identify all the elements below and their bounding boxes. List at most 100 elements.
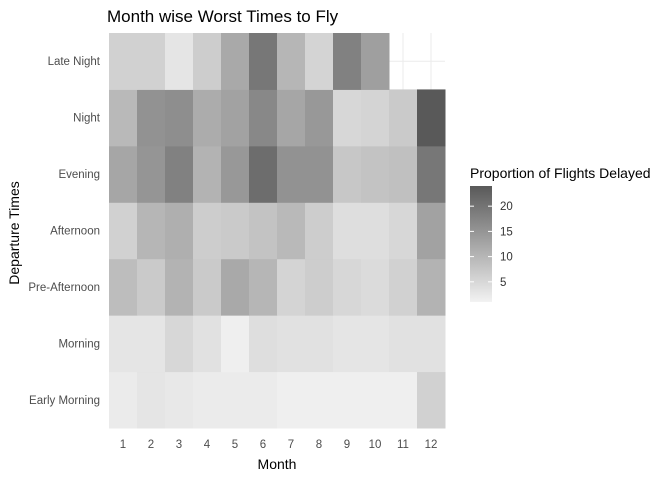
x-tick-labels: 1 2 3 4 5 6 7 8 9 10 11 12	[120, 439, 438, 451]
heatmap-cell	[277, 89, 306, 147]
legend-title: Proportion of Flights Delayed	[470, 165, 651, 181]
heatmap-cell	[193, 371, 222, 429]
heatmap-cell	[389, 202, 418, 260]
heatmap-cell	[165, 89, 194, 147]
heatmap-cell	[361, 89, 390, 147]
x-tick-label: 1	[120, 439, 126, 451]
heatmap-cell	[109, 33, 138, 90]
heatmap-cell	[333, 33, 362, 90]
heatmap-cell	[417, 258, 446, 316]
legend-ticks: 5 10 15 20	[470, 201, 513, 289]
heatmap-cell	[137, 371, 166, 429]
heatmap-cell	[333, 258, 362, 316]
heatmap-cell	[361, 33, 390, 90]
heatmap-cell	[165, 202, 194, 260]
heatmap-cell	[249, 145, 278, 203]
heatmap-cell	[165, 315, 194, 373]
x-tick-label: 5	[232, 439, 238, 451]
heatmap-cell	[221, 33, 250, 90]
heatmap-cell	[361, 258, 390, 316]
heatmap-cell	[333, 371, 362, 429]
heatmap-cell	[249, 202, 278, 260]
y-tick-label: Morning	[58, 338, 100, 350]
x-axis-title: Month	[258, 456, 297, 472]
heatmap-cell	[305, 258, 334, 316]
x-tick-label: 12	[425, 439, 438, 451]
heatmap-cell	[193, 33, 222, 90]
heatmap-cell	[277, 315, 306, 373]
x-tick-label: 11	[397, 439, 409, 451]
x-tick-label: 8	[316, 439, 322, 451]
heatmap-cell	[193, 202, 222, 260]
x-tick-label: 3	[176, 439, 182, 451]
heatmap-cell	[417, 315, 446, 373]
legend-tick-label: 20	[500, 201, 513, 213]
heatmap-cell	[165, 371, 194, 429]
heatmap-cell	[417, 371, 446, 429]
heatmap-cell	[277, 145, 306, 203]
heatmap-cell	[305, 315, 334, 373]
heatmap-cell	[333, 145, 362, 203]
heatmap-cell	[165, 33, 194, 90]
heatmap-cell	[305, 89, 334, 147]
y-tick-label: Late Night	[48, 56, 101, 68]
heatmap-cell	[137, 33, 166, 90]
heatmap-cell	[221, 315, 250, 373]
heatmap-cell	[333, 315, 362, 373]
heatmap-cell	[137, 89, 166, 147]
y-tick-label: Evening	[58, 169, 100, 181]
chart-title: Month wise Worst Times to Fly	[107, 7, 339, 26]
heatmap-cell	[221, 258, 250, 316]
heatmap-cell	[109, 371, 138, 429]
heatmap-cell	[109, 202, 138, 260]
y-tick-label: Early Morning	[29, 395, 100, 407]
y-tick-label: Night	[73, 113, 101, 125]
heatmap-cell	[277, 33, 306, 90]
heatmap-cell	[305, 202, 334, 260]
legend-tick-label: 5	[500, 277, 506, 289]
x-tick-label: 2	[148, 439, 154, 451]
heatmap-cell	[249, 371, 278, 429]
heatmap-cell	[305, 33, 334, 90]
heatmap-cell	[193, 315, 222, 373]
heatmap-cell	[137, 202, 166, 260]
heatmap-cell	[417, 202, 446, 260]
heatmap-cell	[361, 315, 390, 373]
heatmap-cell	[221, 371, 250, 429]
x-tick-label: 7	[288, 439, 294, 451]
legend-tick-label: 15	[500, 226, 513, 238]
heatmap-cell	[221, 145, 250, 203]
heatmap-cell	[333, 202, 362, 260]
y-tick-label: Afternoon	[50, 226, 100, 238]
heatmap-cell	[417, 89, 446, 147]
heatmap-cell	[249, 315, 278, 373]
heatmap-cell	[361, 202, 390, 260]
heatmap-cell	[137, 315, 166, 373]
heatmap-cell	[389, 89, 418, 147]
heatmap-cell	[277, 371, 306, 429]
heatmap-cell	[333, 89, 362, 147]
heatmap-cell	[221, 89, 250, 147]
heatmap-cell	[249, 33, 278, 90]
heatmap-cell	[389, 371, 418, 429]
heatmap-cell	[249, 258, 278, 316]
heatmap-cell	[277, 202, 306, 260]
heatmap-cell	[193, 89, 222, 147]
heatmap-cells	[109, 33, 446, 429]
heatmap-cell	[221, 202, 250, 260]
heatmap-cell	[361, 371, 390, 429]
x-tick-label: 9	[344, 439, 350, 451]
legend: Proportion of Flights Delayed 5 10 15 20	[470, 165, 651, 302]
heatmap-cell	[417, 145, 446, 203]
heatmap-cell	[305, 371, 334, 429]
heatmap-cell	[109, 315, 138, 373]
heatmap-cell	[389, 315, 418, 373]
heatmap-cell	[389, 258, 418, 316]
y-tick-label: Pre-Afternoon	[28, 282, 100, 294]
heatmap-cell	[109, 258, 138, 316]
heatmap-cell	[249, 89, 278, 147]
heatmap-cell	[165, 258, 194, 316]
heatmap-cell	[361, 145, 390, 203]
x-tick-label: 10	[369, 439, 382, 451]
